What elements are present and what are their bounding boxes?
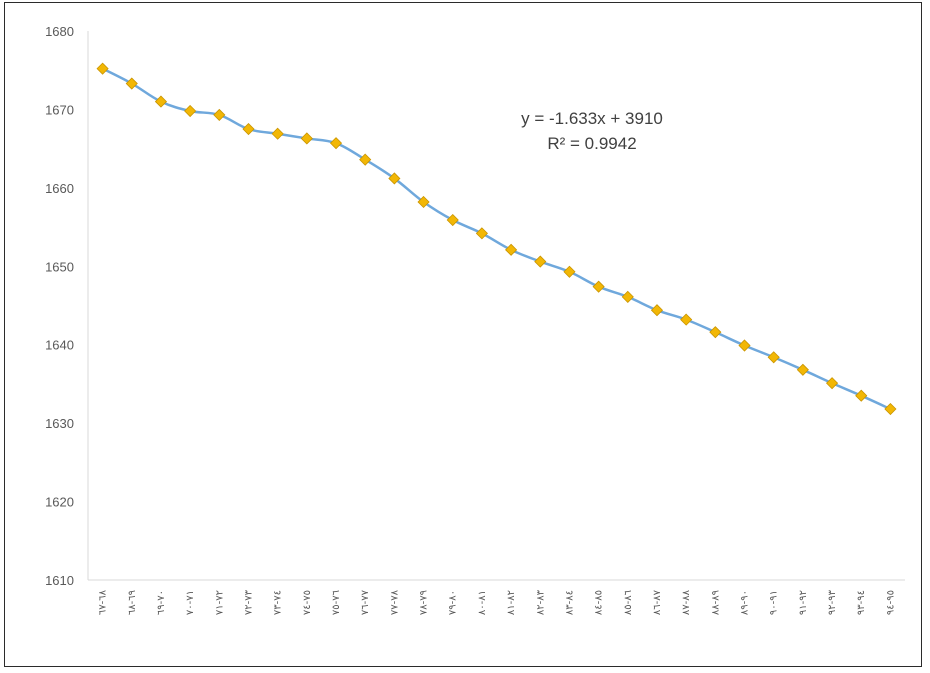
data-point-marker (796, 363, 809, 376)
data-point-marker (534, 255, 547, 268)
data-point-marker (271, 127, 284, 140)
data-point-marker (884, 402, 897, 416)
x-tick-label: ٨٤-٨٣ (564, 590, 575, 615)
x-tick-label: ٨٥-٨٤ (594, 590, 605, 615)
data-point-marker (563, 265, 576, 278)
x-tick-label: ٧٣-٧٢ (243, 589, 254, 615)
data-point-marker (505, 243, 518, 256)
data-point-marker (650, 304, 664, 317)
data-point-marker (592, 280, 605, 293)
y-tick-label: 1680 (45, 24, 74, 39)
x-tick-label: ٧٦-٧٥ (331, 590, 342, 615)
x-tick-label: ٧٤-٧٣ (273, 590, 284, 615)
x-tick-label: ٧١-٧٠ (185, 590, 196, 615)
data-point-marker (329, 137, 343, 150)
data-point-marker (388, 172, 401, 185)
data-point-marker (96, 62, 109, 75)
x-tick-label: ٧٨-٧٧ (389, 589, 400, 615)
x-tick-label: ٨٦-٨٥ (623, 590, 634, 615)
x-tick-label: ٩٢-٩١ (798, 590, 809, 615)
y-tick-label: 1660 (45, 181, 74, 196)
data-point-marker (680, 313, 693, 326)
series-line (102, 67, 891, 411)
x-tick-label: ٦٩-٦٨ (127, 590, 138, 615)
y-tick-label: 1620 (45, 495, 74, 510)
x-tick-label: ٩٠-٨٩ (740, 590, 751, 615)
data-point-marker (184, 104, 197, 118)
y-tick-label: 1610 (45, 573, 74, 588)
data-point-marker (300, 132, 313, 145)
data-point-marker (825, 377, 839, 390)
y-tick-label: 1650 (45, 259, 74, 274)
x-tick-label: ٨٩-٨٨ (710, 590, 721, 615)
chart-axes (87, 31, 905, 581)
y-axis-ticks: 1610 1620 1630 1640 1650 1660 1670 1680 (45, 24, 74, 588)
x-tick-label: ٧٧-٧٦ (360, 589, 371, 615)
chart-frame: 1610 1620 1630 1640 1650 1660 1670 1680 ٦٨-٦٧ ٦٩… (4, 2, 922, 667)
data-point-marker (242, 122, 255, 136)
x-tick-label: ٨١-٨٠ (477, 590, 488, 615)
x-tick-label: ٧٥-٧٤ (302, 590, 313, 615)
x-tick-label: ٩٣-٩٢ (827, 589, 838, 615)
series-group (96, 62, 897, 416)
x-tick-label: ٧٩-٧٨ (419, 590, 430, 615)
data-point-marker (213, 108, 226, 121)
data-point-marker (125, 77, 138, 90)
data-point-marker (359, 153, 372, 166)
line-chart: 1610 1620 1630 1640 1650 1660 1670 1680 ٦٨-٦٧ ٦٩… (45, 24, 905, 615)
data-point-marker (855, 389, 868, 402)
data-point-marker (621, 290, 634, 303)
x-tick-label: ٦٨-٦٧ (98, 589, 109, 615)
x-tick-label: ٨٣-٨٢ (535, 589, 546, 615)
data-point-marker (446, 213, 459, 227)
x-tick-label: ٨٨-٨٧ (681, 589, 692, 615)
x-tick-label: ٩٤-٩٣ (856, 590, 867, 615)
x-tick-label: ٧٢-٧١ (214, 590, 225, 615)
x-tick-label: ٨٢-٨١ (506, 590, 517, 615)
data-point-marker (475, 227, 488, 240)
x-tick-label: ٧٠-٦٩ (156, 590, 167, 615)
data-point-marker (709, 326, 722, 339)
x-tick-label: ٩٥-٩٤ (885, 590, 896, 615)
x-tick-label: ٨٠-٧٩ (448, 590, 459, 615)
data-point-marker (767, 351, 780, 364)
y-tick-label: 1670 (45, 102, 74, 117)
trendline-equation: y = -1.633x + 3910 (521, 109, 663, 128)
r-squared-label: R² = 0.9942 (547, 134, 636, 153)
x-tick-label: ٩١-٩٠ (769, 590, 780, 615)
x-axis-ticks: ٦٨-٦٧ ٦٩-٦٨ ٧٠-٦٩ ٧١-٧٠ ٧٢-٧١ ٧٣-٧٢ ٧٤-٧٣ ٧٥-٧٤… (98, 589, 897, 615)
x-tick-label: ٨٧-٨٦ (652, 589, 663, 615)
data-point-marker (417, 195, 430, 209)
y-tick-label: 1630 (45, 416, 74, 431)
y-tick-label: 1640 (45, 338, 74, 353)
data-point-marker (738, 339, 751, 352)
data-point-marker (154, 95, 168, 108)
